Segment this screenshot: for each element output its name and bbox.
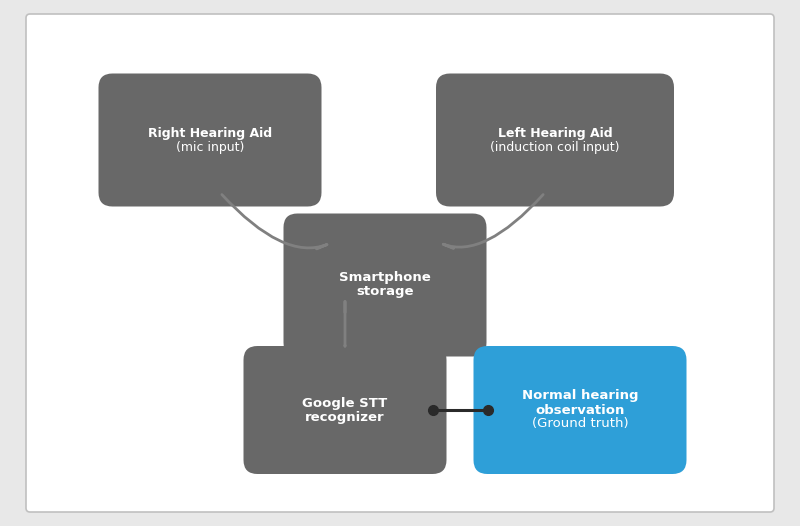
Text: Normal hearing: Normal hearing <box>522 389 638 402</box>
Text: observation: observation <box>535 403 625 417</box>
Text: (induction coil input): (induction coil input) <box>490 140 620 154</box>
FancyBboxPatch shape <box>26 14 774 512</box>
FancyBboxPatch shape <box>243 346 446 474</box>
Text: Left Hearing Aid: Left Hearing Aid <box>498 126 612 139</box>
Text: storage: storage <box>356 286 414 298</box>
FancyBboxPatch shape <box>98 74 322 207</box>
FancyBboxPatch shape <box>283 214 486 357</box>
Text: Google STT: Google STT <box>302 397 388 410</box>
Text: recognizer: recognizer <box>305 410 385 423</box>
Text: Smartphone: Smartphone <box>339 271 431 285</box>
FancyBboxPatch shape <box>436 74 674 207</box>
Text: Right Hearing Aid: Right Hearing Aid <box>148 126 272 139</box>
FancyBboxPatch shape <box>474 346 686 474</box>
Text: (Ground truth): (Ground truth) <box>532 418 628 430</box>
Text: (mic input): (mic input) <box>176 140 244 154</box>
